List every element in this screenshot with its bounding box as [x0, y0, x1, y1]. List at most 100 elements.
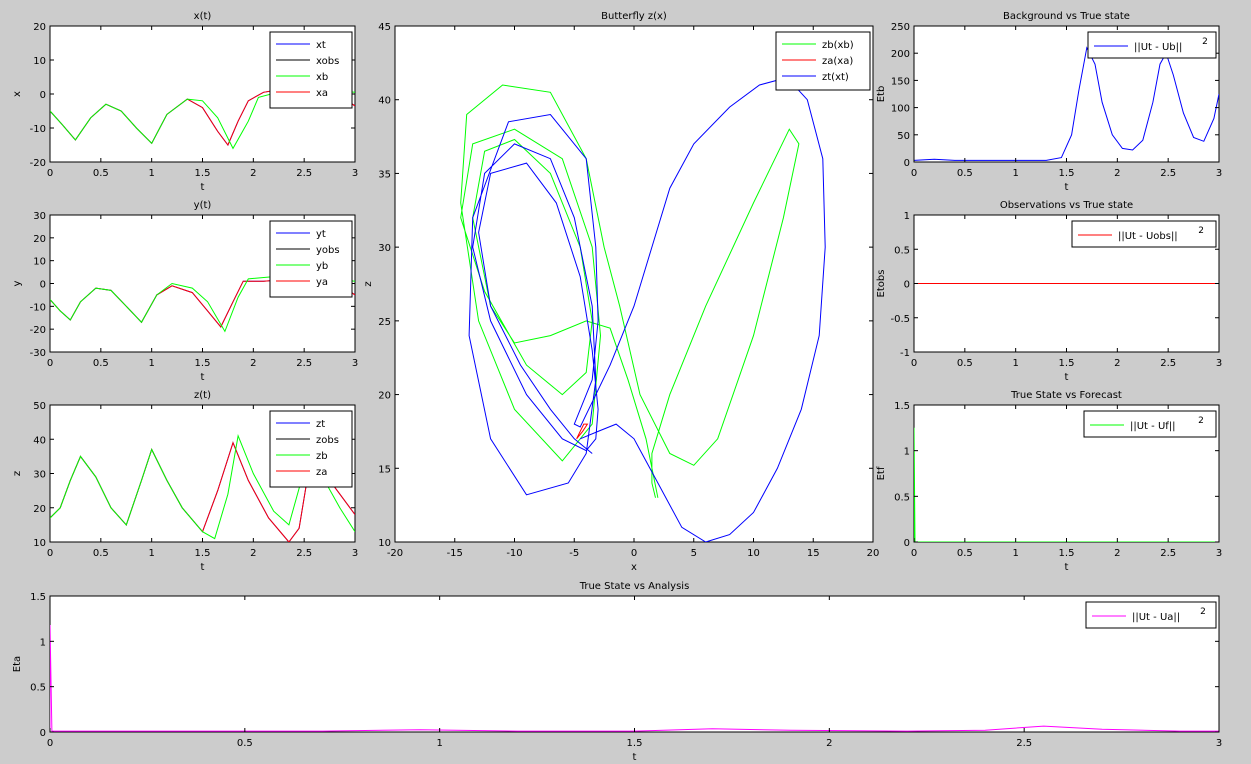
y-tick-label: 100 [891, 104, 910, 115]
y-tick-label: 0.5 [894, 492, 910, 503]
x-tick-label: 1 [148, 358, 154, 369]
x-tick-label: 2 [250, 168, 256, 179]
y-tick-label: 10 [378, 538, 391, 549]
y-axis-label: Etf [876, 466, 887, 480]
y-tick-label: 50 [33, 401, 46, 412]
y-axis-label: Etobs [876, 270, 887, 298]
legend-label: zb [316, 451, 328, 462]
legend-label: ||Ut - Uobs|| [1118, 231, 1178, 242]
x-tick-label: 2.5 [1016, 738, 1032, 749]
legend: ||Ut - Uf|| 2 [1083, 410, 1217, 438]
y-tick-label: 20 [33, 22, 46, 33]
y-axis-label: x [12, 91, 23, 97]
x-tick-label: 2.5 [296, 548, 312, 559]
y-tick-label: 20 [378, 391, 391, 402]
y-tick-label: -1 [900, 348, 910, 359]
x-axis-label: t [1065, 182, 1069, 193]
x-axis-label: t [1065, 372, 1069, 383]
legend-label: zt [316, 419, 325, 430]
y-tick-label: 150 [891, 76, 910, 87]
y-tick-label: -20 [30, 325, 46, 336]
x-tick-label: 0.5 [93, 548, 109, 559]
series-group [50, 624, 1219, 732]
legend-label: yobs [316, 245, 340, 256]
legend-label: ya [316, 277, 328, 288]
x-axis-label: t [633, 752, 637, 763]
x-tick-label: 3 [352, 168, 358, 179]
legend-box [1083, 410, 1217, 438]
y-axis-label: y [12, 280, 23, 286]
y-tick-label: 30 [33, 211, 46, 222]
x-tick-label: -20 [387, 548, 403, 559]
x-tick-label: 1 [436, 738, 442, 749]
chart-etobs: 0 0.5 1 1.5 2 2.5 3 -1 -0.5 0 0.5 1 Observations vs … [876, 200, 1222, 383]
x-tick-label: 3 [1216, 738, 1222, 749]
x-tick-label: 2 [826, 738, 832, 749]
y-axis-label: Eta [12, 656, 23, 672]
legend: ||Ut - Ua|| 2 [1085, 601, 1217, 629]
series-line--ut-ub- [914, 46, 1219, 161]
x-tick-label: 1 [1012, 548, 1018, 559]
chart-butterfly: -20 -15 -10 -5 0 5 10 15 20 10 15 20 25 30 35 40 45 Butte… [363, 11, 879, 573]
y-tick-label: 0 [904, 158, 910, 169]
x-tick-label: 2.5 [296, 168, 312, 179]
x-tick-label: 1.5 [195, 168, 211, 179]
x-tick-label: 2.5 [1160, 548, 1176, 559]
plot-area [394, 25, 874, 543]
x-tick-label: 1.5 [1059, 358, 1075, 369]
series-line--ut-ua- [50, 624, 1219, 732]
x-tick-label: 20 [867, 548, 880, 559]
y-tick-label: 1 [904, 447, 910, 458]
y-tick-label: 35 [378, 169, 391, 180]
chart-title: Observations vs True state [1000, 200, 1133, 211]
legend-label: xb [316, 72, 328, 83]
x-tick-label: 0.5 [237, 738, 253, 749]
y-tick-label: 0 [40, 728, 46, 739]
legend-label: xa [316, 88, 328, 99]
y-tick-label: 40 [33, 435, 46, 446]
legend-box [1087, 31, 1217, 59]
x-tick-label: 2 [1114, 358, 1120, 369]
y-tick-label: 1.5 [30, 592, 46, 603]
chart-etf: 0 0.5 1 1.5 2 2.5 3 0 0.5 1 1.5 True State vs Forec… [876, 390, 1222, 573]
legend-label: ||Ut - Ua|| [1132, 612, 1180, 623]
legend: xt xobs xb xa [269, 31, 353, 109]
y-tick-label: 1.5 [894, 401, 910, 412]
x-tick-label: 0 [631, 548, 637, 559]
x-tick-label: 3 [352, 358, 358, 369]
x-tick-label: 2 [1114, 168, 1120, 179]
x-tick-label: 0.5 [93, 358, 109, 369]
y-tick-label: 30 [378, 243, 391, 254]
y-tick-label: 40 [378, 96, 391, 107]
x-tick-label: 2 [250, 358, 256, 369]
x-tick-label: 1 [1012, 168, 1018, 179]
series-group [914, 427, 1219, 542]
x-tick-label: 0 [911, 548, 917, 559]
x-tick-label: 0.5 [957, 548, 973, 559]
x-tick-label: 0.5 [957, 358, 973, 369]
x-tick-label: 3 [352, 548, 358, 559]
legend-label: xobs [316, 56, 339, 67]
legend-label: zb(xb) [822, 40, 854, 51]
legend-superscript: 2 [1200, 607, 1206, 617]
x-tick-label: -10 [506, 548, 522, 559]
y-tick-label: 10 [33, 538, 46, 549]
y-tick-label: 20 [33, 234, 46, 245]
x-tick-label: 2.5 [1160, 168, 1176, 179]
legend-label: ||Ut - Uf|| [1130, 421, 1176, 432]
x-tick-label: 2.5 [296, 358, 312, 369]
x-tick-label: 0 [47, 548, 53, 559]
legend-superscript: 2 [1202, 37, 1208, 47]
legend-label: za [316, 467, 327, 478]
chart-etb: 0 0.5 1 1.5 2 2.5 3 0 50 100 150 200 250 Background v… [876, 11, 1222, 193]
y-tick-label: 45 [378, 22, 391, 33]
legend-box [1071, 220, 1217, 248]
y-tick-label: -30 [30, 348, 46, 359]
legend-label: yb [316, 261, 328, 272]
legend: zb(xb) za(xa) zt(xt) [775, 31, 871, 91]
x-tick-label: 1.5 [627, 738, 643, 749]
chart-xt: 0 0.5 1 1.5 2 2.5 3 -20 -10 0 10 20 x(t) t x xt xobs xb xa [12, 11, 358, 193]
x-axis-label: t [201, 372, 205, 383]
x-tick-label: 1.5 [195, 548, 211, 559]
